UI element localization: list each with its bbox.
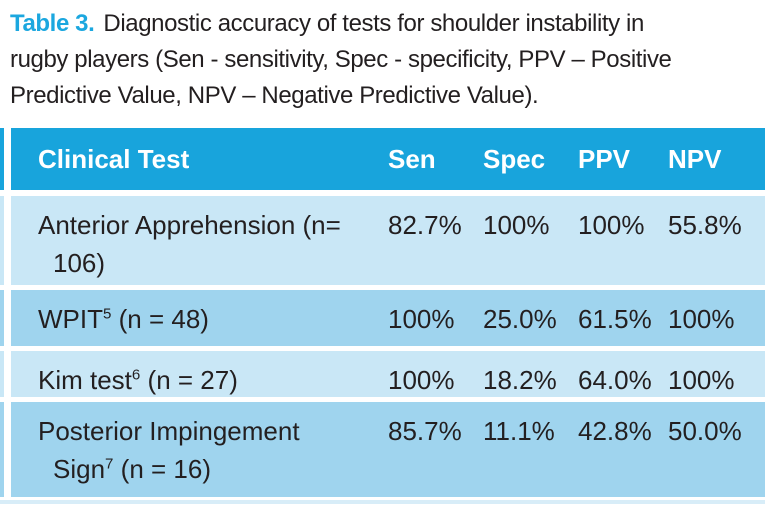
- ppv-value: 61.5%: [578, 304, 652, 334]
- column-header-clinical-test: Clinical Test: [38, 143, 190, 174]
- diagnostic-accuracy-table: Clinical Test Sen Spec PPV NPV Anterior …: [0, 128, 765, 504]
- sen-value: 100%: [388, 365, 455, 395]
- npv-value: 100%: [668, 365, 735, 395]
- test-name-text: 106): [53, 248, 106, 278]
- caption-line-1: Diagnostic accuracy of tests for shoulde…: [103, 10, 644, 37]
- ppv-value: 42.8%: [578, 416, 652, 446]
- test-name-text: (n = 16): [113, 454, 211, 484]
- test-name-cell: Posterior Impingement Sign7 (n = 16): [38, 412, 388, 497]
- column-header-ppv: PPV: [578, 143, 631, 174]
- sen-value: 100%: [388, 304, 455, 334]
- column-header-sen: Sen: [388, 143, 436, 174]
- spec-value: 11.1%: [483, 416, 555, 446]
- ppv-value: 100%: [578, 210, 645, 240]
- sen-value: 85.7%: [388, 416, 462, 446]
- test-name-text: (n = 27): [140, 365, 238, 395]
- npv-value: 100%: [668, 304, 735, 334]
- column-header-spec: Spec: [483, 143, 546, 174]
- sen-value: 82.7%: [388, 210, 462, 240]
- spec-value: 18.2%: [483, 365, 557, 395]
- ppv-value: 64.0%: [578, 365, 652, 395]
- table-row-wpit: WPIT5 (n = 48) 100% 25.0% 61.5% 100%: [0, 290, 765, 346]
- test-name-text: (n = 48): [111, 304, 209, 334]
- npv-value: 50.0%: [668, 416, 742, 446]
- test-name-text: Posterior Impingement: [38, 416, 300, 446]
- table-left-border-gap: [4, 128, 11, 498]
- table-caption-number: Table 3.: [10, 10, 95, 37]
- table-caption: Table 3. Diagnostic accuracy of tests for…: [10, 6, 772, 114]
- caption-line-2: rugby players (Sen - sensitivity, Spec -…: [10, 46, 672, 73]
- table-bottom-border: [0, 500, 765, 504]
- npv-value: 55.8%: [668, 210, 742, 240]
- reference-superscript: 5: [103, 305, 112, 323]
- test-name-text: Kim test: [38, 365, 132, 395]
- table-row-anterior-apprehension: Anterior Apprehension (n= 106) 82.7% 100…: [0, 196, 765, 285]
- test-name-cell: Kim test6 (n = 27): [38, 361, 388, 397]
- test-name-text: Sign: [53, 454, 106, 484]
- column-header-npv: NPV: [668, 143, 722, 174]
- table-header-row: Clinical Test Sen Spec PPV NPV: [0, 128, 765, 190]
- spec-value: 25.0%: [483, 304, 557, 334]
- test-name-text: Anterior Apprehension (n=: [38, 210, 341, 240]
- spec-value: 100%: [483, 210, 550, 240]
- test-name-cell: WPIT5 (n = 48): [38, 300, 388, 346]
- test-name-cell: Anterior Apprehension (n= 106): [38, 206, 388, 285]
- table-row-kim-test: Kim test6 (n = 27) 100% 18.2% 64.0% 100%: [0, 351, 765, 397]
- test-name-text: WPIT: [38, 304, 103, 334]
- reference-superscript: 7: [105, 455, 114, 473]
- reference-superscript: 6: [131, 366, 141, 384]
- table-row-posterior-impingement-sign: Posterior Impingement Sign7 (n = 16) 85.…: [0, 402, 765, 497]
- caption-line-3: Predictive Value, NPV – Negative Predict…: [10, 82, 539, 109]
